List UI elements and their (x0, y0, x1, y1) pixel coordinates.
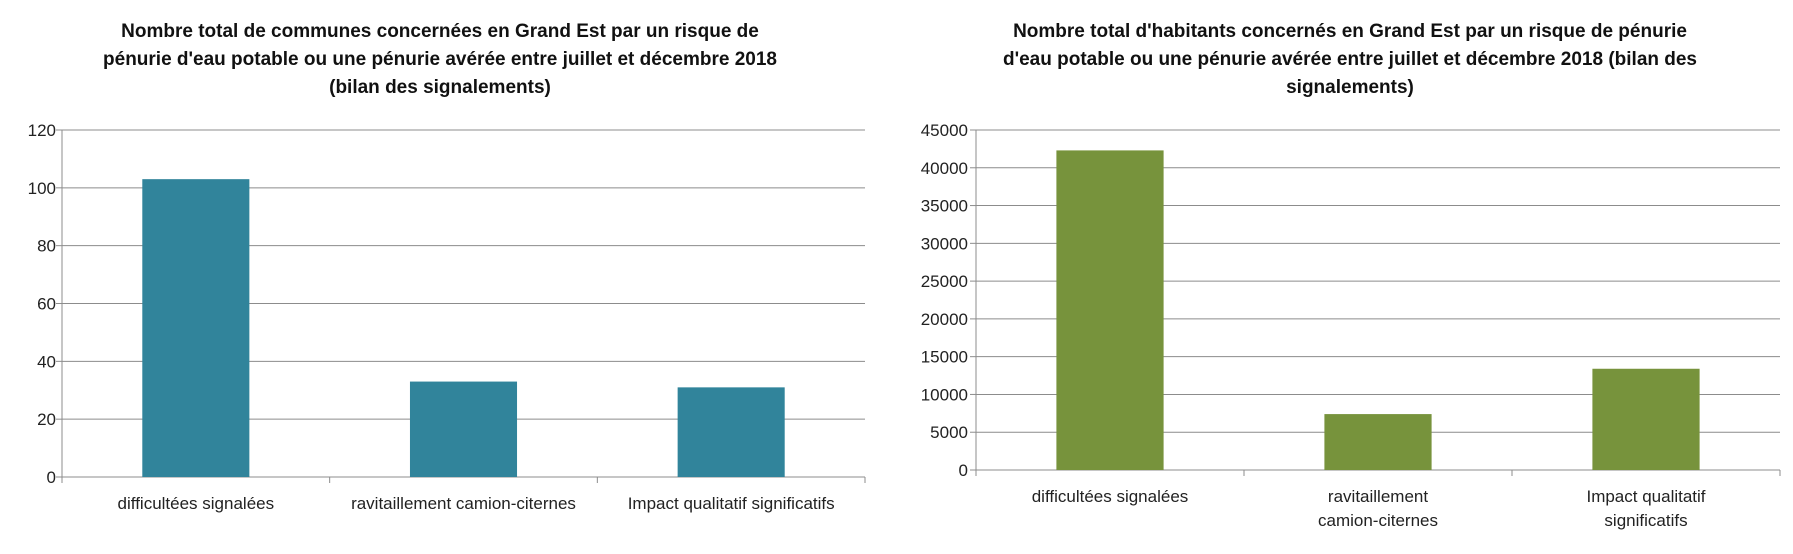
category-label: ravitaillement camion-citernes (351, 494, 576, 513)
category-label: difficultées signalées (118, 494, 275, 513)
chart-title: Nombre total de communes concernées en G… (103, 21, 777, 98)
bar (677, 387, 785, 477)
category-label: Impact qualitatif significatifs (1586, 487, 1705, 530)
y-tick-label: 60 (37, 295, 56, 314)
y-tick-label: 20000 (921, 310, 968, 329)
y-tick-label: 20 (37, 410, 56, 429)
y-tick-label: 30000 (921, 234, 968, 253)
y-tick-label: 80 (37, 237, 56, 256)
chart-plot: 0 20 40 60 80 100 120 difficultées signalées rav… (28, 121, 866, 513)
y-tick-label: 120 (28, 121, 56, 140)
category-label: Impact qualitatif significatifs (628, 494, 835, 513)
y-tick-label: 40000 (921, 159, 968, 178)
y-tick-label: 35000 (921, 197, 968, 216)
y-tick-label: 40 (37, 352, 56, 371)
y-tick-label: 100 (28, 179, 56, 198)
bar (409, 381, 518, 477)
y-tick-label: 0 (47, 468, 56, 487)
chart-communes: Nombre total de communes concernées en G… (0, 0, 880, 554)
chart-habitants: Nombre total d'habitants concernés en Gr… (880, 0, 1793, 554)
y-tick-label: 5000 (930, 423, 968, 442)
y-tick-label: 15000 (921, 348, 968, 367)
bar (142, 179, 250, 478)
y-tick-label: 45000 (921, 121, 968, 140)
y-tick-label: 25000 (921, 272, 968, 291)
chart-plot: 0 5000 10000 15000 20000 25000 30000 35000 40000… (921, 121, 1781, 530)
bar (1324, 414, 1432, 470)
bar (1592, 368, 1700, 470)
bar (1056, 150, 1164, 470)
y-tick-label: 10000 (921, 385, 968, 404)
category-label: difficultées signalées (1032, 487, 1189, 506)
y-tick-label: 0 (959, 461, 968, 480)
category-label: ravitaillement camion-citernes (1318, 487, 1438, 530)
chart-title: Nombre total d'habitants concernés en Gr… (1002, 21, 1698, 98)
